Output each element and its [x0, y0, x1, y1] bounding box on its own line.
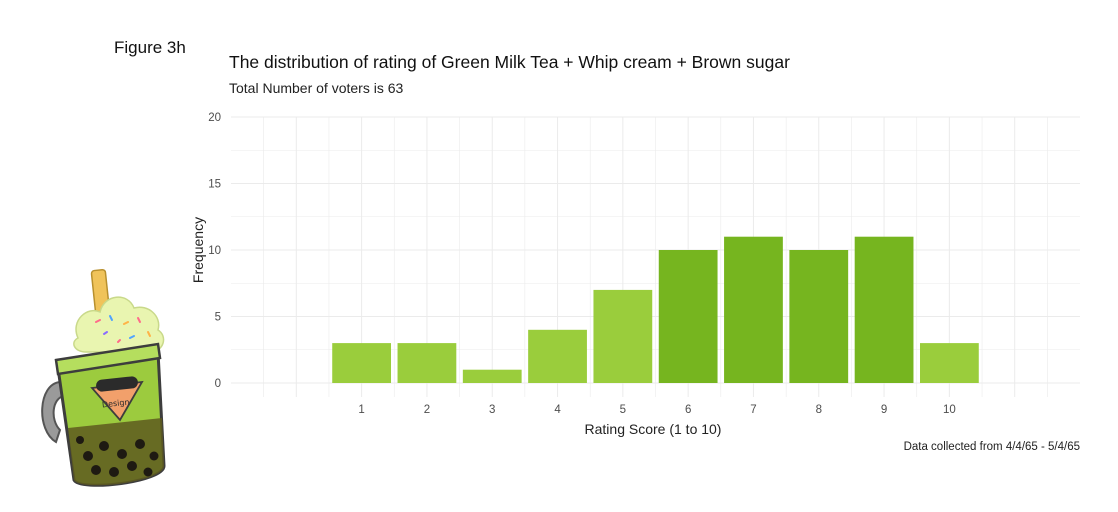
cup-handle-shape: [41, 380, 66, 444]
tapioca-pearls-shape: [76, 436, 159, 477]
tick-layer: 0 5 10 15 20 1 2 3 4 5 6 7 8 9 10: [208, 112, 956, 416]
y-tick-label: 10: [208, 245, 221, 257]
x-tick-label: 10: [943, 404, 956, 416]
sprinkles-shape: [95, 315, 151, 343]
whipped-cream-shape: [73, 296, 165, 353]
x-tick-label: 2: [424, 404, 430, 416]
bar-rating-10: [919, 343, 979, 383]
chart-title: The distribution of rating of Green Milk…: [229, 52, 790, 72]
bar-rating-2: [397, 343, 457, 383]
bubble-tea-cup-icon: Design: [41, 268, 166, 487]
grid-layer: [231, 116, 1080, 397]
bar-rating-3: [462, 369, 522, 383]
cup-rim-shape: [54, 342, 162, 376]
sunglasses-shape: [96, 376, 138, 392]
bar-rating-6: [658, 250, 718, 383]
x-tick-label: 8: [816, 404, 822, 416]
bar-rating-7: [724, 236, 783, 383]
bar-layer: [332, 236, 979, 383]
design-badge-label: Design: [102, 398, 130, 410]
figure-label: Figure 3h: [114, 38, 186, 57]
x-axis-label: Rating Score (1 to 10): [585, 421, 722, 437]
data-caption: Data collected from 4/4/65 - 5/4/65: [903, 441, 1080, 453]
bar-rating-9: [854, 236, 914, 383]
bar-rating-4: [528, 329, 587, 383]
y-tick-label: 5: [215, 312, 221, 324]
y-tick-label: 15: [208, 179, 221, 191]
x-tick-label: 3: [489, 404, 495, 416]
chart-subtitle: Total Number of voters is 63: [229, 80, 404, 96]
x-tick-label: 4: [554, 404, 561, 416]
x-tick-label: 6: [685, 404, 691, 416]
x-tick-label: 9: [881, 404, 887, 416]
y-axis-label: Frequency: [190, 217, 206, 283]
y-tick-label: 20: [208, 112, 221, 124]
bar-rating-8: [789, 250, 849, 383]
bar-rating-1: [332, 343, 392, 383]
x-tick-label: 7: [750, 404, 756, 416]
x-tick-label: 5: [620, 404, 626, 416]
bar-rating-5: [593, 289, 653, 383]
x-tick-label: 1: [358, 404, 364, 416]
y-tick-label: 0: [215, 378, 221, 390]
